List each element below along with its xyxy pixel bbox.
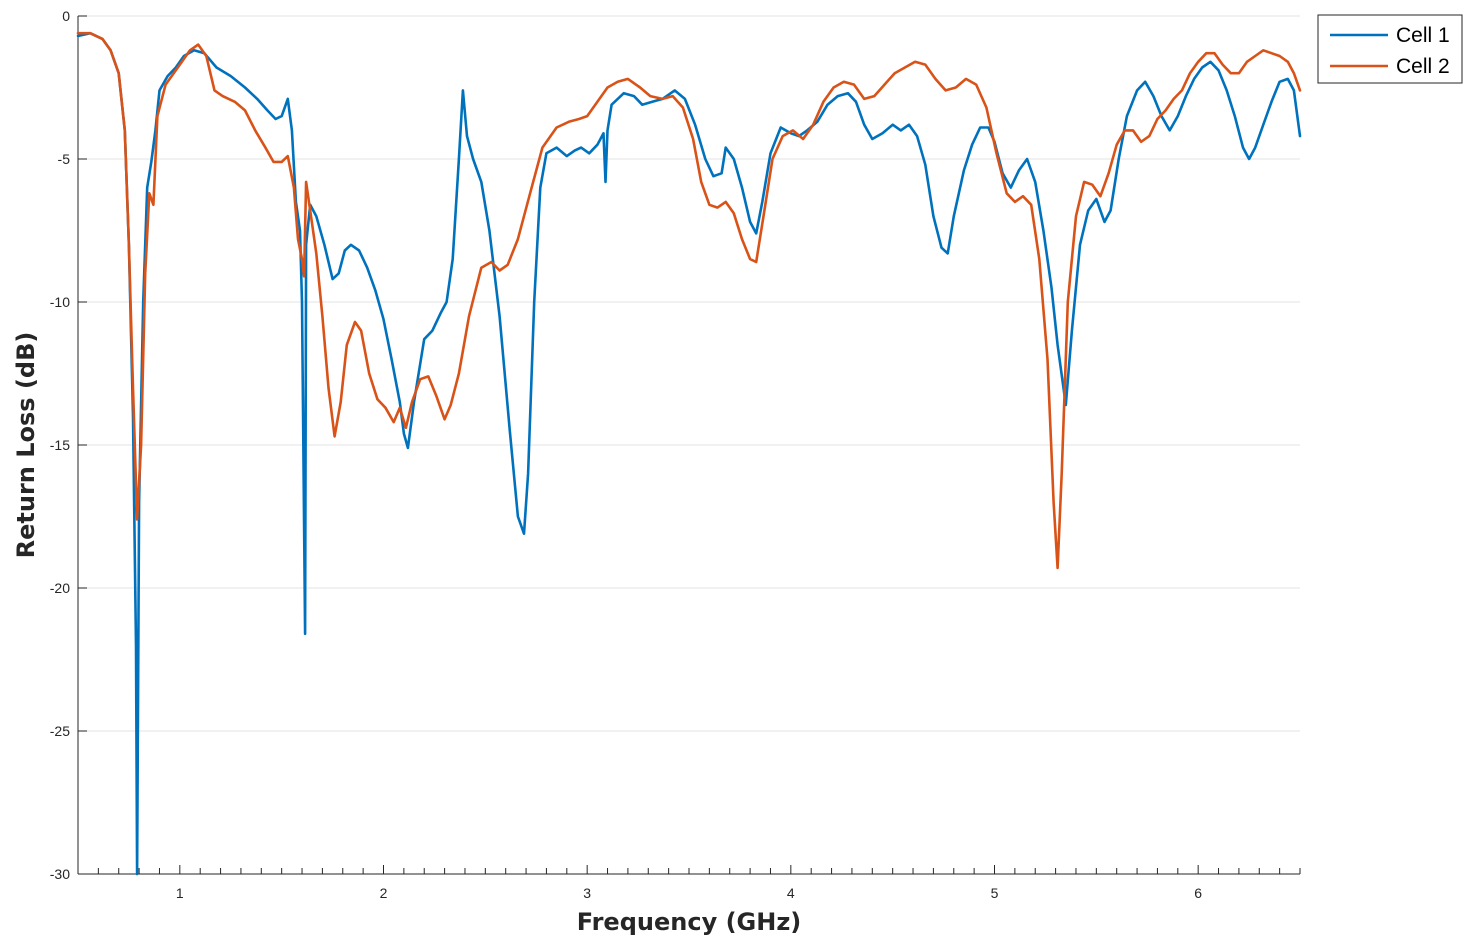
x-tick-label: 5	[991, 885, 999, 901]
y-tick-label: -30	[50, 866, 70, 882]
legend-box	[1317, 14, 1463, 84]
legend-label-cell-2: Cell 2	[1396, 55, 1450, 78]
x-tick-label: 3	[583, 885, 591, 901]
x-tick-label: 4	[787, 885, 795, 901]
series-line-cell-1	[76, 31, 1302, 876]
grid-lines	[78, 15, 1300, 732]
y-tick-label: -25	[50, 723, 70, 739]
y-tick-label: -10	[50, 294, 70, 310]
series-line-cell-2	[76, 31, 1302, 570]
y-tick-label: -5	[58, 151, 71, 167]
x-tick-label: 1	[176, 885, 184, 901]
tick-marks	[77, 15, 1301, 875]
x-tick-label: 2	[380, 885, 388, 901]
y-tick-label: -15	[50, 437, 70, 453]
y-tick-label: -20	[50, 580, 70, 596]
tick-labels: 0 -5 -10 -15 -20 -25 -30 1 2 3 4 5 6	[50, 8, 1203, 901]
y-axis-title: Return Loss (dB)	[12, 332, 40, 559]
x-axis-title: Frequency (GHz)	[577, 908, 802, 936]
legend: Cell 1 Cell 2	[1317, 14, 1463, 84]
legend-items: Cell 1 Cell 2	[1330, 24, 1450, 78]
y-tick-label: 0	[62, 8, 70, 24]
x-tick-label: 6	[1194, 885, 1202, 901]
legend-label-cell-1: Cell 1	[1396, 24, 1450, 47]
series-lines	[76, 31, 1302, 876]
